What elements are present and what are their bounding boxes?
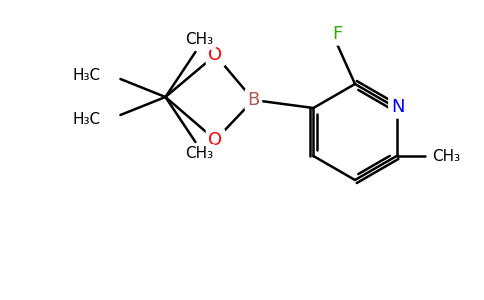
Text: O: O [209, 46, 223, 64]
Text: B: B [247, 91, 259, 109]
Text: CH₃: CH₃ [185, 32, 213, 47]
Text: H₃C: H₃C [72, 68, 101, 82]
Text: F: F [332, 25, 342, 43]
Text: O: O [209, 131, 223, 149]
Text: H₃C: H₃C [72, 112, 101, 127]
Text: CH₃: CH₃ [433, 148, 461, 164]
Text: CH₃: CH₃ [185, 146, 213, 161]
Text: N: N [391, 98, 404, 116]
